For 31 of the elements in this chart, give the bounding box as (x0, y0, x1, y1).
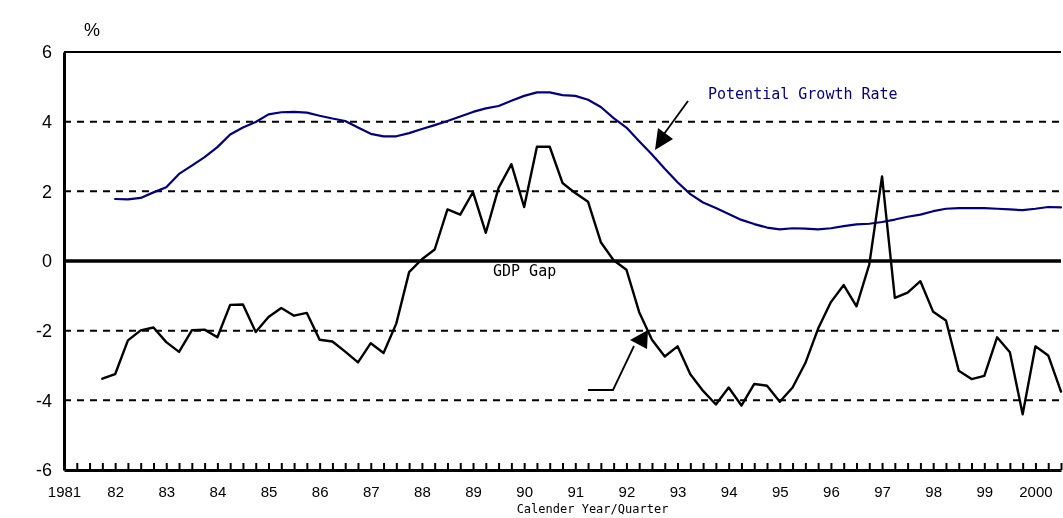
x-tick-label: 92 (618, 482, 636, 500)
x-tick-label: 97 (874, 482, 891, 500)
x-tick-label: 83 (158, 482, 176, 500)
x-tick-label: 2000 (1019, 482, 1053, 500)
x-tick-label: 84 (209, 482, 227, 500)
x-tick-label: 99 (976, 482, 994, 500)
y-tick-label: -4 (35, 390, 52, 411)
y-tick-label: 0 (41, 251, 52, 272)
x-tick-label: 96 (823, 482, 840, 500)
x-tick-label: 87 (362, 482, 380, 500)
x-tick-label: 93 (669, 482, 687, 500)
x-tick-label: 95 (771, 482, 789, 500)
y-tick-label: -2 (35, 320, 52, 341)
x-tick-label: 1981 (47, 482, 82, 500)
x-tick-label: 89 (465, 482, 482, 500)
x-axis-title: Calender Year/Quarter (516, 502, 669, 516)
x-tick-label: 86 (311, 482, 329, 500)
text: GDP Gap (493, 262, 557, 280)
y-tick-label: 4 (41, 111, 52, 132)
y-tick-label: -6 (35, 460, 52, 481)
x-tick-label: 90 (516, 482, 533, 500)
x-tick-label: 82 (107, 482, 124, 500)
y-axis-title: % (83, 20, 101, 40)
x-tick-label: 85 (260, 482, 278, 500)
y-tick-label: 6 (41, 42, 52, 63)
x-tick-label: 98 (925, 482, 943, 500)
y-tick-label: 2 (41, 181, 52, 202)
x-tick-label: 91 (567, 482, 585, 500)
text: Potential Growth Rate (708, 85, 898, 103)
x-tick-label: 88 (414, 482, 431, 500)
x-tick-label: 94 (720, 482, 738, 500)
